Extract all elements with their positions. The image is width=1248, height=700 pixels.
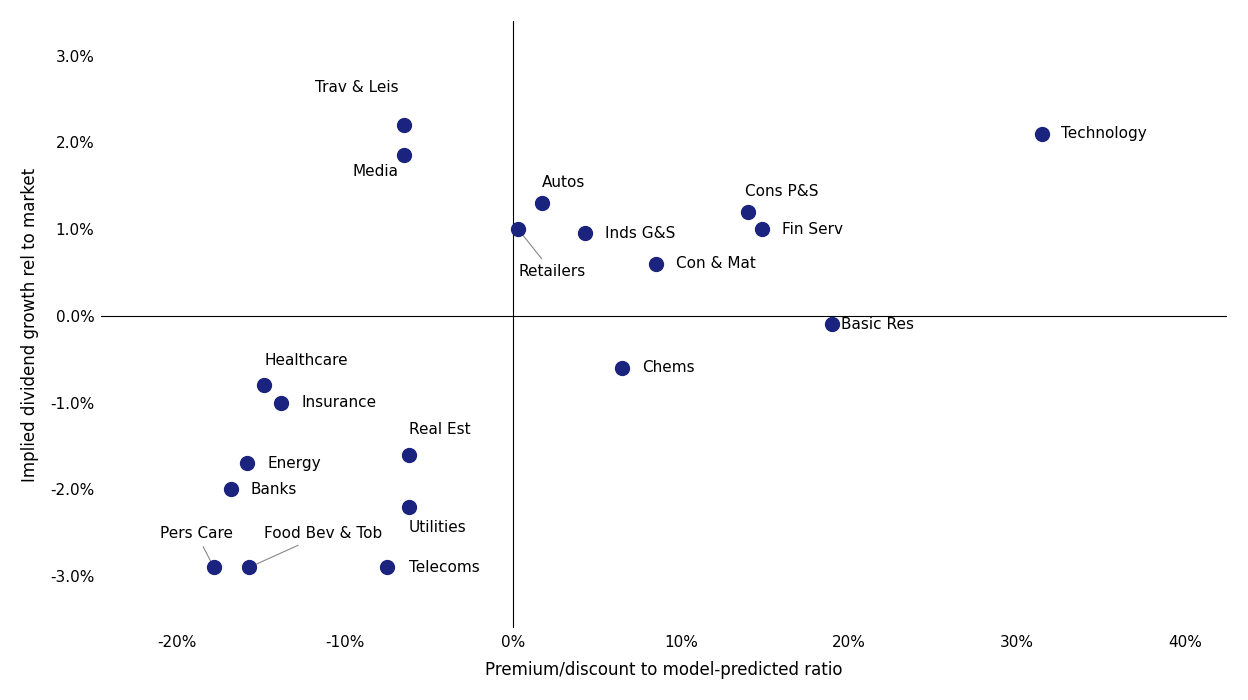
Point	[255, 379, 275, 391]
Y-axis label: Implied dividend growth rel to market: Implied dividend growth rel to market	[21, 167, 39, 482]
Text: Autos: Autos	[542, 175, 585, 190]
Text: Fin Serv: Fin Serv	[781, 221, 842, 237]
Point	[532, 197, 552, 209]
Text: Cons P&S: Cons P&S	[745, 183, 819, 199]
X-axis label: Premium/discount to model-predicted ratio: Premium/discount to model-predicted rati…	[485, 662, 842, 679]
Point	[575, 228, 595, 239]
Text: Retailers: Retailers	[518, 231, 585, 279]
Text: Trav & Leis: Trav & Leis	[314, 80, 398, 94]
Text: Telecoms: Telecoms	[409, 560, 479, 575]
Text: Media: Media	[353, 164, 398, 179]
Text: Banks: Banks	[251, 482, 297, 497]
Point	[508, 223, 528, 235]
Point	[751, 223, 771, 235]
Text: Real Est: Real Est	[409, 422, 470, 438]
Text: Healthcare: Healthcare	[265, 353, 348, 368]
Point	[822, 319, 842, 330]
Text: Utilities: Utilities	[409, 519, 467, 535]
Text: Chems: Chems	[643, 360, 695, 375]
Text: Food Bev & Tob: Food Bev & Tob	[252, 526, 383, 566]
Point	[394, 150, 414, 161]
Text: Technology: Technology	[1061, 126, 1147, 141]
Text: Con & Mat: Con & Mat	[676, 256, 756, 271]
Point	[271, 397, 291, 408]
Point	[394, 119, 414, 130]
Text: Basic Res: Basic Res	[841, 317, 914, 332]
Point	[203, 562, 223, 573]
Point	[237, 458, 257, 469]
Point	[739, 206, 759, 217]
Point	[221, 484, 241, 495]
Text: Energy: Energy	[267, 456, 321, 471]
Point	[240, 562, 260, 573]
Point	[1032, 128, 1052, 139]
Text: Insurance: Insurance	[301, 395, 377, 410]
Text: Pers Care: Pers Care	[160, 526, 233, 565]
Point	[399, 501, 419, 512]
Point	[399, 449, 419, 460]
Point	[645, 258, 665, 270]
Point	[377, 562, 397, 573]
Text: Inds G&S: Inds G&S	[605, 226, 675, 241]
Point	[613, 362, 633, 373]
